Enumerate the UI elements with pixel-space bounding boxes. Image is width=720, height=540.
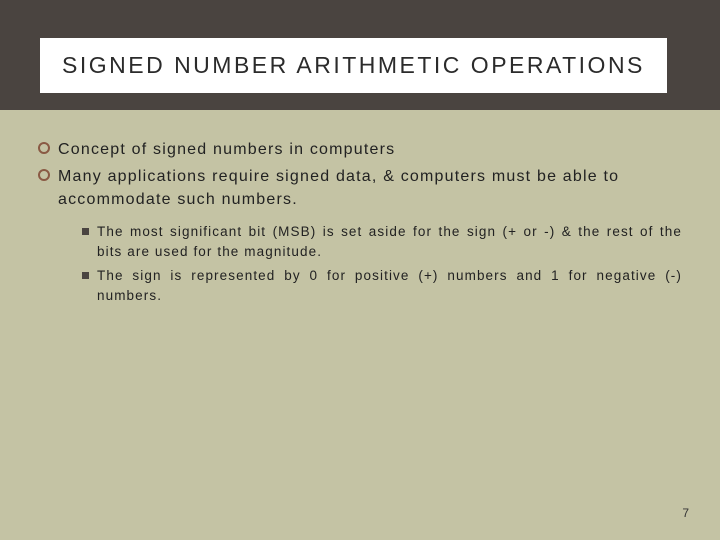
sub-bullet-text: The most significant bit (MSB) is set as… <box>97 222 682 263</box>
circle-bullet-icon <box>38 142 50 154</box>
square-bullet-icon <box>82 272 89 279</box>
bullet-text: Many applications require signed data, &… <box>58 165 682 211</box>
bullet-text: Concept of signed numbers in computers <box>58 138 395 161</box>
page-number: 7 <box>682 506 690 520</box>
circle-bullet-icon <box>38 169 50 181</box>
content-area: Concept of signed numbers in computers M… <box>0 110 720 307</box>
sub-bullet-item: The most significant bit (MSB) is set as… <box>82 222 682 263</box>
bullet-item: Many applications require signed data, &… <box>38 165 682 211</box>
header-bar: SIGNED NUMBER ARITHMETIC OPERATIONS <box>0 0 720 110</box>
sub-bullet-list: The most significant bit (MSB) is set as… <box>38 216 682 307</box>
title-box: SIGNED NUMBER ARITHMETIC OPERATIONS <box>40 38 667 93</box>
square-bullet-icon <box>82 228 89 235</box>
sub-bullet-item: The sign is represented by 0 for positiv… <box>82 266 682 307</box>
sub-bullet-text: The sign is represented by 0 for positiv… <box>97 266 682 307</box>
slide-title: SIGNED NUMBER ARITHMETIC OPERATIONS <box>62 52 645 79</box>
bullet-item: Concept of signed numbers in computers <box>38 138 682 161</box>
